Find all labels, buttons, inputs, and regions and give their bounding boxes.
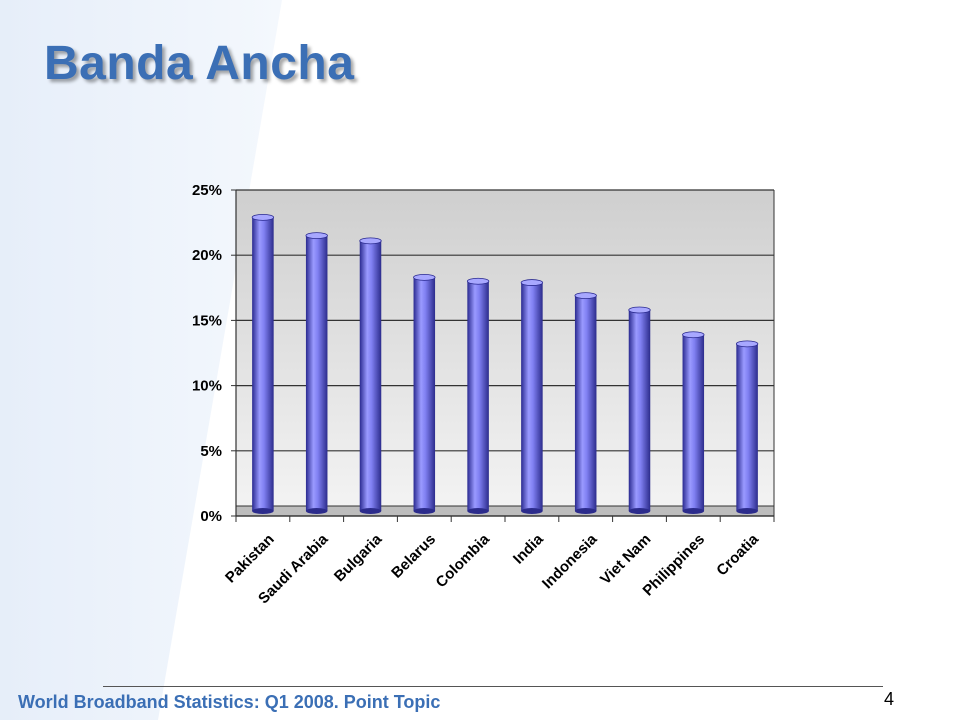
x-category-label: Croatia [713, 530, 762, 579]
bar-cap [735, 340, 759, 348]
bar-base [521, 508, 543, 514]
x-category-label: India [510, 530, 547, 567]
x-category-label: Viet Nam [597, 531, 654, 588]
decor-band [0, 0, 282, 720]
bar-bulgaria [359, 237, 382, 514]
bar-cap [413, 273, 436, 281]
bar-body [574, 295, 597, 511]
bar-saudi-arabia [305, 232, 328, 514]
bar-cap [628, 306, 651, 314]
bar-croatia [735, 340, 759, 514]
bar-base [305, 508, 328, 514]
footer-divider [103, 686, 883, 687]
bar-colombia [466, 277, 490, 514]
y-tick-label: 15% [192, 312, 222, 329]
bar-body [521, 282, 543, 511]
bar-body [413, 277, 436, 511]
page-number: 4 [884, 689, 895, 709]
bar-indonesia [574, 292, 597, 514]
bar-base [413, 508, 436, 514]
bar-base [574, 508, 597, 514]
bar-body [305, 235, 328, 511]
bar-cap [359, 237, 382, 245]
bars [251, 213, 759, 514]
bar-base [467, 508, 489, 514]
bar-base [252, 508, 274, 514]
x-category-label: Pakistan [222, 531, 278, 587]
bar-base [682, 508, 705, 514]
bar-base [628, 508, 651, 514]
y-tick-label: 25% [192, 182, 222, 199]
bar-cap [520, 279, 544, 286]
bar-body [628, 309, 651, 511]
footer-source: World Broadband Statistics: Q1 2008. Poi… [18, 692, 441, 712]
bar-body [252, 217, 274, 511]
bar-philippines [682, 331, 705, 514]
bar-body [359, 240, 382, 511]
y-tick-label: 5% [200, 443, 222, 460]
y-axis: 0% 5% 10% 15% 20% 25% [192, 182, 775, 525]
bar-pakistan [251, 213, 275, 514]
bar-cap [466, 277, 490, 285]
x-category-label: Colombia [433, 530, 494, 591]
bar-body [736, 343, 758, 511]
bar-viet-nam [628, 306, 651, 514]
bar-cap [682, 331, 705, 339]
bar-belarus [413, 273, 436, 514]
y-tick-label: 20% [192, 247, 222, 264]
bar-cap [251, 213, 275, 221]
bar-body [467, 281, 489, 511]
y-tick-label: 10% [192, 378, 222, 395]
bar-base [359, 508, 382, 514]
x-category-label: Indonesia [539, 530, 601, 592]
x-category-label: Bulgaria [331, 530, 386, 585]
bar-cap [574, 292, 597, 300]
bar-cap [305, 232, 328, 240]
bar-body [682, 334, 705, 511]
bar-india [520, 279, 544, 514]
x-category-label: Belarus [388, 531, 439, 582]
slide-title: Banda Ancha [44, 37, 355, 90]
y-tick-label: 0% [200, 508, 222, 525]
bar-base [736, 508, 758, 514]
